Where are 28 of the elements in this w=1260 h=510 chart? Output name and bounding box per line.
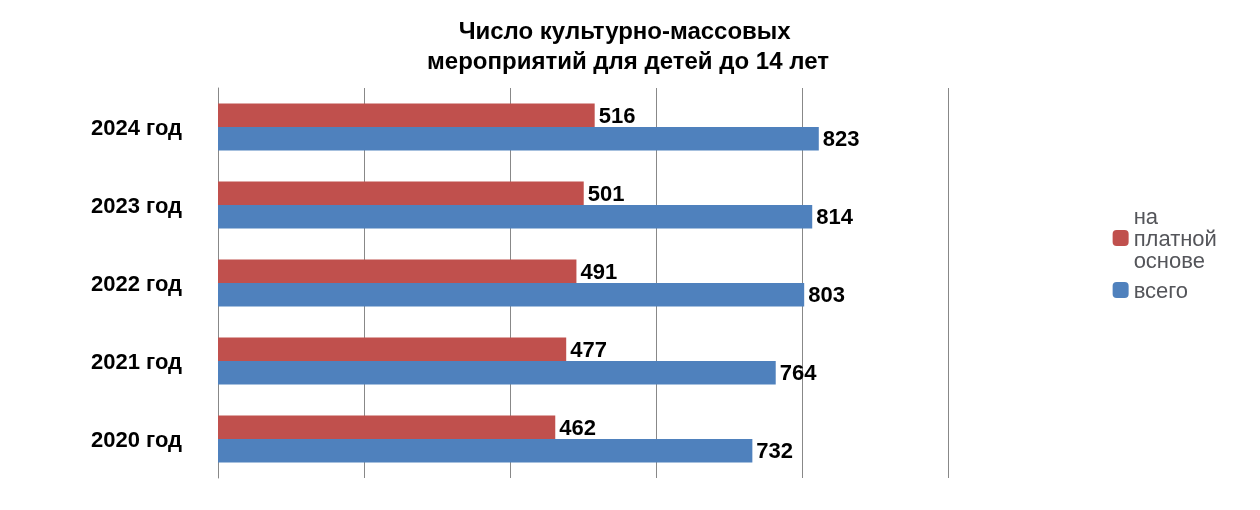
- data-label: 803: [808, 282, 845, 308]
- bar: [218, 181, 584, 205]
- data-label: 501: [587, 180, 625, 206]
- y-tick-label: 2021 год: [90, 348, 183, 374]
- legend-label: на платной основе: [1133, 203, 1224, 273]
- bar: [218, 361, 776, 385]
- data-label: 516: [598, 102, 636, 128]
- y-tick-label: 2024 год: [90, 114, 183, 140]
- data-label: 823: [822, 126, 860, 152]
- data-label: 491: [580, 258, 618, 284]
- data-label: 732: [756, 438, 794, 464]
- data-label: 814: [816, 204, 854, 230]
- y-tick-label: 2020 год: [90, 426, 183, 452]
- chart-title: Число культурно-массовых мероприятий для детей до 14 лет: [427, 16, 830, 74]
- bar: [218, 259, 577, 283]
- bar: [218, 415, 556, 439]
- bar: [218, 439, 753, 463]
- bar: [218, 205, 813, 229]
- legend-label: всего: [1133, 277, 1189, 303]
- data-label: 462: [559, 414, 596, 440]
- y-tick-label: 2023 год: [90, 192, 183, 218]
- data-label: 477: [570, 336, 607, 362]
- bar: [218, 337, 567, 361]
- data-label: 764: [779, 360, 818, 386]
- bar: [218, 283, 805, 307]
- y-tick-label: 2022 год: [90, 270, 183, 296]
- bar: [218, 103, 595, 127]
- bar: [218, 127, 819, 151]
